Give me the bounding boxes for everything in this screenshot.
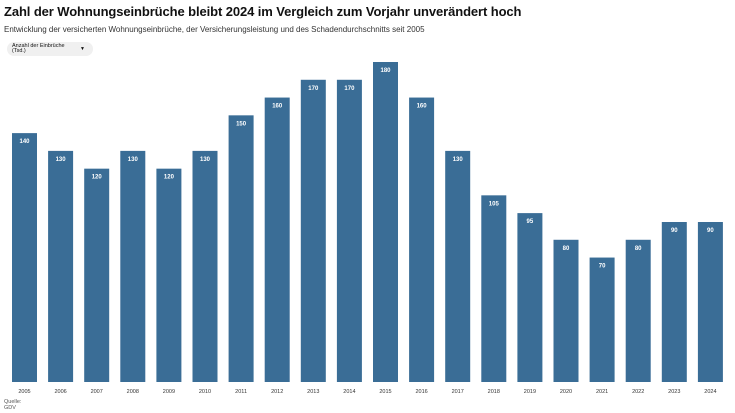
bar-2010[interactable] (192, 150, 218, 382)
bar-value-label-2007: 120 (92, 175, 103, 181)
bar-value-label-2006: 130 (56, 157, 67, 163)
bar-2020[interactable] (553, 239, 579, 382)
bar-value-label-2014: 170 (344, 86, 355, 92)
bar-2013[interactable] (300, 79, 326, 383)
bar-2017[interactable] (445, 150, 471, 382)
bar-2022[interactable] (625, 239, 651, 382)
bar-value-label-2018: 105 (489, 201, 500, 207)
x-tick-label-2009: 2009 (163, 389, 175, 395)
bar-2009[interactable] (156, 168, 182, 382)
x-tick-label-2010: 2010 (199, 389, 211, 395)
x-tick-label-2022: 2022 (632, 389, 644, 395)
x-tick-label-2020: 2020 (560, 389, 572, 395)
bar-value-label-2024: 90 (707, 228, 714, 234)
x-tick-label-2008: 2008 (127, 389, 139, 395)
bar-2006[interactable] (48, 150, 74, 382)
metric-dropdown[interactable]: Anzahl der Einbrüche (Tsd.) ▼ (7, 42, 93, 56)
x-tick-label-2015: 2015 (379, 389, 391, 395)
bar-value-label-2013: 170 (308, 86, 319, 92)
bar-2011[interactable] (228, 115, 254, 382)
x-tick-label-2005: 2005 (18, 389, 30, 395)
bar-2008[interactable] (120, 150, 146, 382)
bar-2018[interactable] (481, 195, 507, 382)
bar-value-label-2023: 90 (671, 228, 678, 234)
bar-value-label-2019: 95 (527, 219, 534, 225)
bar-value-label-2020: 80 (563, 246, 570, 252)
bar-value-label-2015: 180 (380, 68, 391, 74)
x-tick-label-2013: 2013 (307, 389, 319, 395)
bar-value-label-2011: 150 (236, 121, 247, 127)
x-tick-label-2021: 2021 (596, 389, 608, 395)
bar-value-label-2016: 160 (417, 104, 428, 110)
bar-2007[interactable] (84, 168, 110, 382)
x-tick-label-2016: 2016 (415, 389, 427, 395)
bar-2021[interactable] (589, 257, 615, 382)
bar-2023[interactable] (661, 222, 687, 382)
chevron-down-icon: ▼ (80, 46, 85, 52)
bar-2015[interactable] (373, 62, 398, 382)
bar-value-label-2021: 70 (599, 264, 606, 270)
x-tick-label-2014: 2014 (343, 389, 355, 395)
x-tick-label-2017: 2017 (452, 389, 464, 395)
x-tick-label-2011: 2011 (235, 389, 247, 395)
metric-dropdown-label: Anzahl der Einbrüche (Tsd.) (12, 42, 65, 54)
bar-value-label-2012: 160 (272, 104, 283, 110)
bar-2019[interactable] (517, 213, 543, 382)
x-tick-label-2023: 2023 (668, 389, 680, 395)
bar-value-label-2008: 130 (128, 157, 139, 163)
x-tick-label-2024: 2024 (704, 389, 716, 395)
bar-2014[interactable] (336, 79, 362, 383)
bar-value-label-2022: 80 (635, 246, 642, 252)
bar-2005[interactable] (12, 133, 37, 382)
bar-value-label-2005: 140 (19, 139, 30, 145)
source-note: Quelle: GDV (4, 399, 22, 411)
bar-2012[interactable] (264, 97, 290, 383)
bar-2016[interactable] (409, 97, 435, 383)
bar-value-label-2017: 130 (453, 157, 464, 163)
bar-value-label-2010: 130 (200, 157, 211, 163)
page-title: Zahl der Wohnungseinbrüche bleibt 2024 i… (4, 4, 522, 19)
source-name: GDV (4, 404, 16, 411)
x-tick-label-2019: 2019 (524, 389, 536, 395)
page-subtitle: Entwicklung der versicherten Wohnungsein… (4, 25, 425, 34)
x-tick-label-2006: 2006 (54, 389, 66, 395)
bar-value-label-2009: 120 (164, 175, 175, 181)
x-tick-label-2012: 2012 (271, 389, 283, 395)
x-tick-label-2007: 2007 (91, 389, 103, 395)
x-tick-label-2018: 2018 (488, 389, 500, 395)
source-label: Quelle: (4, 399, 22, 405)
bar-2024[interactable] (697, 222, 723, 382)
